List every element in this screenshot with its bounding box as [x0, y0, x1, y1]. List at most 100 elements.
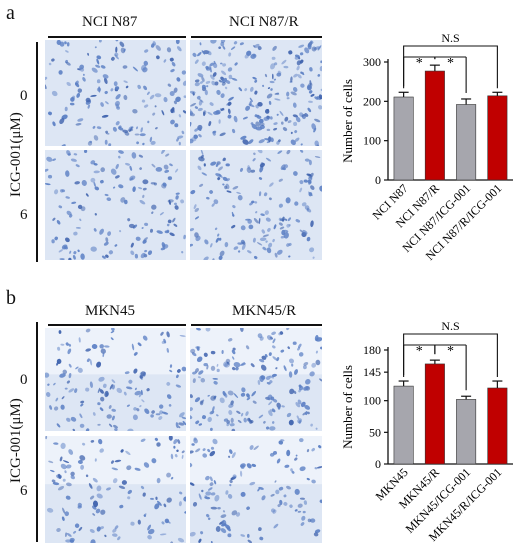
- cell-speck: [98, 438, 103, 445]
- cell-speck: [302, 365, 307, 370]
- cell-speck: [200, 378, 206, 383]
- cell-speck: [70, 97, 75, 102]
- cell-speck: [268, 410, 273, 417]
- cell-speck: [258, 177, 263, 180]
- cell-speck: [139, 167, 142, 170]
- cell-speck: [272, 509, 277, 514]
- cell-speck: [303, 500, 308, 505]
- cell-speck: [249, 97, 253, 102]
- cell-speck: [172, 217, 176, 223]
- cell-speck: [298, 420, 302, 424]
- cell-speck: [320, 60, 322, 64]
- cell-speck: [124, 371, 130, 375]
- cell-speck: [258, 358, 265, 363]
- cell-speck: [132, 414, 138, 421]
- cell-speck: [195, 368, 199, 373]
- cell-speck: [142, 239, 147, 244]
- cell-speck: [259, 336, 264, 341]
- cell-speck: [265, 240, 268, 243]
- cell-speck: [112, 533, 118, 537]
- bar: [424, 363, 445, 465]
- cell-speck: [94, 186, 100, 191]
- error-bar: [398, 91, 409, 98]
- cell-speck: [309, 67, 313, 72]
- cell-speck: [159, 212, 164, 216]
- cell-speck: [130, 521, 135, 526]
- cell-speck: [239, 470, 243, 477]
- cell-speck: [197, 376, 201, 379]
- cell-speck: [206, 85, 209, 88]
- cell-speck: [300, 522, 305, 526]
- cell-speck: [97, 387, 101, 394]
- cell-speck: [196, 356, 203, 363]
- cell-speck: [166, 47, 172, 53]
- cell-speck: [136, 126, 138, 130]
- cell-speck: [90, 94, 97, 97]
- cell-speck: [276, 249, 283, 255]
- cell-speck: [193, 134, 198, 139]
- cell-speck: [87, 104, 91, 109]
- cell-speck: [229, 423, 235, 427]
- cell-speck: [268, 100, 272, 105]
- cell-speck: [93, 228, 97, 232]
- cell-speck: [133, 351, 138, 356]
- column-label-mkn45-r: MKN45/R: [232, 303, 297, 319]
- cell-speck: [45, 168, 49, 172]
- micrograph-a-nci-n87-0: [45, 40, 186, 146]
- cell-speck: [246, 463, 252, 469]
- cell-speck: [137, 342, 142, 347]
- cell-speck: [112, 528, 117, 533]
- cell-speck: [114, 428, 118, 431]
- cell-speck: [246, 393, 250, 398]
- cell-speck: [307, 107, 312, 113]
- cell-speck: [230, 417, 234, 423]
- cell-speck: [65, 464, 72, 469]
- cell-speck: [207, 448, 211, 453]
- cell-speck: [307, 179, 312, 184]
- cell-speck: [147, 524, 151, 531]
- cell-speck: [176, 137, 180, 142]
- cell-speck: [250, 169, 256, 173]
- row-label-0-b: 0: [20, 372, 28, 388]
- cell-speck: [292, 114, 299, 118]
- cell-speck: [47, 383, 50, 386]
- cell-speck: [138, 187, 143, 190]
- cell-speck: [269, 80, 275, 84]
- cell-speck: [202, 111, 206, 117]
- cell-speck: [249, 86, 254, 92]
- cell-speck: [104, 345, 110, 348]
- cell-speck: [190, 103, 197, 107]
- cell-speck: [81, 180, 87, 186]
- cell-speck: [304, 47, 310, 54]
- column-label-nci-n87: NCI N87: [82, 14, 138, 30]
- cell-speck: [286, 485, 291, 490]
- cell-speck: [170, 107, 175, 114]
- cell-speck: [115, 86, 120, 90]
- cell-speck: [241, 387, 246, 393]
- cell-speck: [169, 91, 175, 96]
- cell-speck: [150, 140, 156, 145]
- cell-speck: [53, 442, 59, 445]
- cell-speck: [213, 380, 218, 385]
- cell-speck: [122, 65, 128, 69]
- cell-speck: [284, 116, 289, 122]
- cell-speck: [212, 438, 218, 445]
- cell-speck: [198, 126, 202, 132]
- cell-speck: [196, 346, 200, 351]
- cell-speck: [260, 213, 265, 216]
- cell-speck: [237, 419, 242, 424]
- cell-speck: [273, 450, 277, 455]
- cell-speck: [175, 40, 180, 45]
- cell-speck: [89, 358, 93, 366]
- cell-speck: [89, 381, 93, 388]
- cell-speck: [250, 122, 254, 125]
- cell-speck: [286, 449, 291, 457]
- cell-speck: [314, 467, 318, 470]
- cell-speck: [174, 202, 177, 206]
- cell-speck: [168, 176, 171, 179]
- cell-speck: [112, 126, 117, 132]
- cell-speck: [80, 400, 85, 404]
- error-bar: [461, 395, 472, 400]
- cell-speck: [173, 87, 178, 93]
- cell-speck: [108, 143, 112, 146]
